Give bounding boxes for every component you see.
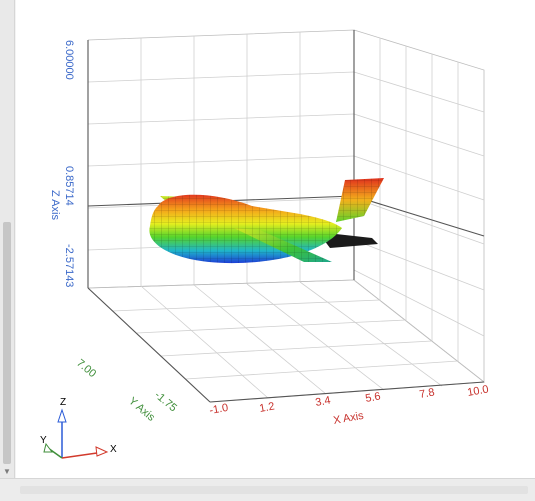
- x-tick-label: 1.2: [258, 400, 275, 414]
- y-tick-label: 7.00: [74, 357, 98, 380]
- triad-z-label: Z: [60, 397, 66, 408]
- y-tick-label: -1.75: [152, 389, 179, 414]
- airplane-surface-plot: [149, 178, 384, 264]
- y-axis-label: Y Axis: [126, 395, 157, 424]
- triad-x-label: X: [110, 444, 117, 455]
- x-tick-label: -1.0: [208, 402, 229, 417]
- horizontal-scrollbar-track[interactable]: [20, 486, 528, 494]
- x-tick-label: 10.0: [466, 383, 489, 399]
- z-tick-label: 0.85714: [63, 166, 75, 206]
- horizontal-scrollbar[interactable]: [0, 478, 535, 501]
- plot-panel[interactable]: 6.00000 0.85714 Z Axis -2.57143 7.00 -1.…: [16, 0, 535, 478]
- floor-grid: [87, 279, 486, 403]
- vertical-scrollbar[interactable]: ▼: [0, 0, 15, 478]
- z-axis-label: Z Axis: [49, 190, 61, 220]
- orientation-triad-icon: Z Y X: [40, 397, 117, 459]
- triad-y-label: Y: [40, 435, 47, 446]
- x-tick-label: 5.6: [364, 390, 381, 404]
- scrollbar-thumb[interactable]: [3, 222, 11, 464]
- z-tick-label: 6.00000: [63, 40, 75, 80]
- right-wall-grid: [353, 29, 485, 383]
- 3d-plot-canvas[interactable]: 6.00000 0.85714 Z Axis -2.57143 7.00 -1.…: [16, 0, 535, 478]
- x-axis-label: X Axis: [332, 410, 365, 427]
- x-tick-label: 7.8: [418, 386, 435, 400]
- scroll-down-arrow-icon[interactable]: ▼: [3, 467, 11, 476]
- x-tick-label: 3.4: [314, 394, 331, 408]
- z-tick-label: -2.57143: [63, 244, 75, 287]
